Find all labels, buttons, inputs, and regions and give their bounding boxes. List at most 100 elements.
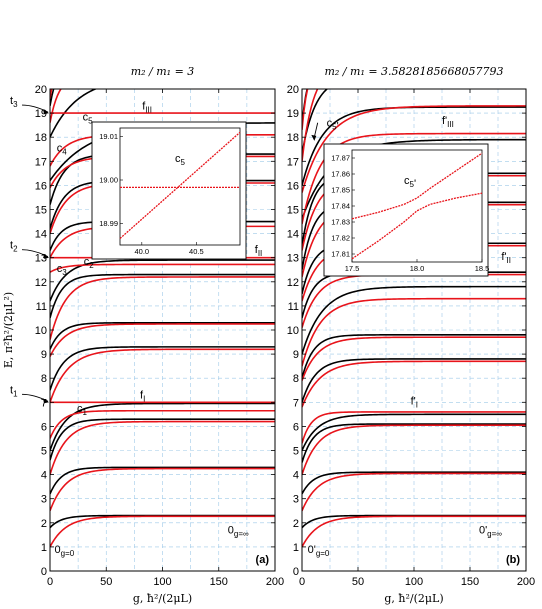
annotation-2: f'II — [501, 251, 511, 265]
series-line-3 — [50, 467, 275, 512]
series-line-13 — [50, 276, 275, 340]
chart-title: m₂ / m₁ = 3 — [131, 65, 195, 78]
y-tick-label: 8 — [293, 373, 299, 385]
inset-line-1 — [119, 131, 241, 239]
series-line-6 — [302, 413, 526, 451]
y-tick-label: 19 — [35, 108, 47, 120]
series-line-10 — [302, 334, 526, 379]
threshold-label-t2: t2 — [10, 240, 18, 254]
series-line-5 — [302, 424, 526, 475]
annotation-3: f'I — [411, 396, 418, 410]
y-tick-label: 6 — [293, 421, 299, 433]
inset-line-1 — [351, 192, 483, 260]
y-tick-label: 12 — [35, 277, 47, 289]
inset-y-tick-label: 17.85 — [331, 186, 350, 195]
y-tick-label: 5 — [41, 446, 47, 458]
series-line-7 — [302, 411, 526, 444]
inset-y-tick-label: 19.00 — [99, 176, 118, 185]
series-line-1 — [50, 515, 275, 548]
inset-frame — [119, 127, 241, 246]
inset-x-tick-label: 18.0 — [410, 264, 425, 273]
inset: 18.99 19.00 19.01 40.0 40.5 c5 — [91, 121, 247, 260]
y-tick-label: 8 — [41, 373, 47, 385]
y-tick-label: 2 — [41, 518, 47, 530]
series-group — [50, 89, 275, 548]
series-line-15 — [50, 263, 275, 273]
y-tick-label: 15 — [35, 205, 47, 217]
series-line-12 — [50, 273, 275, 319]
annotation-4: 0'g=0 — [308, 544, 330, 558]
threshold-arrowhead — [43, 253, 49, 259]
series-line-3 — [302, 472, 526, 512]
y-tick-label: 3 — [293, 494, 299, 506]
x-axis-label: g, ħ²/(2μL) — [133, 592, 192, 605]
y-tick-label: 14 — [35, 229, 47, 241]
series-line-8 — [50, 346, 275, 391]
y-tick-label: 16 — [287, 180, 299, 192]
y-tick-label: 14 — [287, 229, 299, 241]
threshold-label-t3: t3 — [10, 95, 18, 109]
annotation-4: c5 — [83, 111, 94, 125]
inset-y-tick-label: 17.87 — [331, 154, 350, 163]
y-tick-label: 11 — [288, 301, 299, 313]
series-line-14 — [50, 259, 275, 302]
annotation-6: fII — [255, 244, 263, 258]
y-axis-label: E, π²ħ²/(2μL²) — [2, 292, 15, 368]
y-tick-label: 9 — [41, 349, 47, 361]
inset-y-tick-label: 17.81 — [331, 250, 350, 259]
y-tick-label: 5 — [293, 446, 299, 458]
x-tick-label: 50 — [100, 576, 112, 588]
y-tick-label: 17 — [35, 156, 47, 168]
y-tick-label: 20 — [35, 84, 47, 96]
inset-label: c5' — [404, 175, 416, 190]
y-tick-label: 0 — [41, 566, 47, 578]
x-tick-label: 200 — [266, 576, 284, 588]
annotation-3: c4 — [57, 143, 68, 157]
series-line-7 — [50, 409, 275, 439]
series-line-13 — [302, 297, 526, 367]
annotation-8: 0g=0 — [55, 544, 75, 558]
annotation-7: fIII — [142, 100, 152, 114]
annotation-0: c5' — [327, 117, 339, 132]
inset-y-tick-label: 17.86 — [331, 170, 350, 179]
y-tick-label: 17 — [287, 156, 299, 168]
y-tick-label: 15 — [287, 205, 299, 217]
x-tick-label: 0 — [47, 576, 53, 588]
y-tick-label: 19 — [287, 108, 299, 120]
series-line-4 — [50, 418, 275, 461]
c5-arrowhead — [311, 134, 317, 141]
series-line-2 — [302, 471, 526, 495]
y-tick-label: 1 — [41, 542, 47, 554]
y-tick-label: 16 — [35, 180, 47, 192]
inset-x-tick-label: 40.0 — [135, 247, 150, 256]
x-tick-label: 100 — [405, 576, 423, 588]
x-tick-label: 150 — [210, 576, 228, 588]
series-line-4 — [302, 423, 526, 463]
x-axis-label: g, ħ²/(2μL) — [384, 592, 443, 605]
annotation-2: c3 — [57, 263, 68, 277]
panel-label: (a) — [256, 554, 270, 566]
threshold-arrowhead — [43, 398, 49, 404]
y-tick-label: 10 — [35, 325, 47, 337]
annotation-9: 0g=∞ — [228, 525, 249, 539]
series-line-2 — [50, 466, 275, 495]
series-line-25 — [302, 105, 526, 193]
annotation-1: c2 — [84, 256, 95, 270]
inset-y-tick-label: 18.99 — [99, 219, 118, 228]
inset-x-tick-label: 17.5 — [345, 264, 360, 273]
x-tick-label: 50 — [352, 576, 364, 588]
series-line-12 — [302, 285, 526, 355]
inset-x-tick-label: 18.5 — [475, 264, 490, 273]
x-tick-label: 150 — [461, 576, 479, 588]
y-tick-label: 2 — [293, 518, 299, 530]
inset-x-tick-label: 40.5 — [189, 247, 204, 256]
series-line-6 — [50, 402, 275, 451]
inset-frame — [351, 149, 483, 263]
series-line-10 — [50, 321, 275, 350]
annotation-0: c1 — [77, 403, 88, 417]
inset-y-tick-label: 19.01 — [99, 132, 118, 141]
y-tick-label: 3 — [41, 494, 47, 506]
series-line-24 — [50, 89, 98, 138]
y-tick-label: 10 — [287, 325, 299, 337]
